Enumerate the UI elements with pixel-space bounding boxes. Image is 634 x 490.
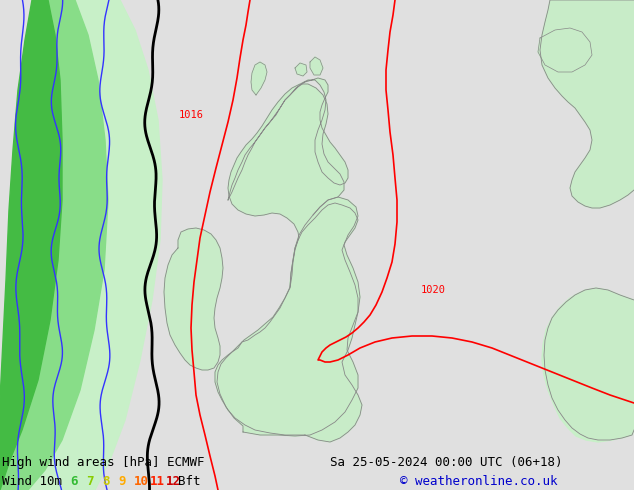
Polygon shape — [542, 290, 634, 442]
Polygon shape — [538, 28, 592, 72]
Text: 9: 9 — [118, 475, 126, 488]
Text: Bft: Bft — [178, 475, 200, 488]
Polygon shape — [217, 197, 360, 436]
Polygon shape — [540, 0, 634, 208]
Text: 8: 8 — [102, 475, 110, 488]
Text: Wind 10m: Wind 10m — [2, 475, 62, 488]
Text: © weatheronline.co.uk: © weatheronline.co.uk — [400, 475, 557, 488]
Polygon shape — [251, 62, 267, 95]
Text: 10: 10 — [134, 475, 149, 488]
Polygon shape — [228, 84, 344, 287]
Text: 11: 11 — [150, 475, 165, 488]
Text: 12: 12 — [166, 475, 181, 488]
Text: High wind areas [hPa] ECMWF: High wind areas [hPa] ECMWF — [2, 456, 205, 469]
Polygon shape — [0, 0, 62, 490]
Polygon shape — [228, 78, 348, 200]
Polygon shape — [164, 228, 223, 370]
Text: 6: 6 — [70, 475, 77, 488]
Text: Sa 25-05-2024 00:00 UTC (06+18): Sa 25-05-2024 00:00 UTC (06+18) — [330, 456, 562, 469]
Text: 1016: 1016 — [179, 110, 204, 120]
Text: 7: 7 — [86, 475, 93, 488]
Text: 1020: 1020 — [421, 285, 446, 295]
Polygon shape — [544, 288, 634, 440]
Polygon shape — [215, 203, 362, 442]
Polygon shape — [295, 63, 307, 76]
Polygon shape — [310, 57, 323, 75]
Polygon shape — [0, 0, 162, 490]
Polygon shape — [0, 0, 108, 490]
